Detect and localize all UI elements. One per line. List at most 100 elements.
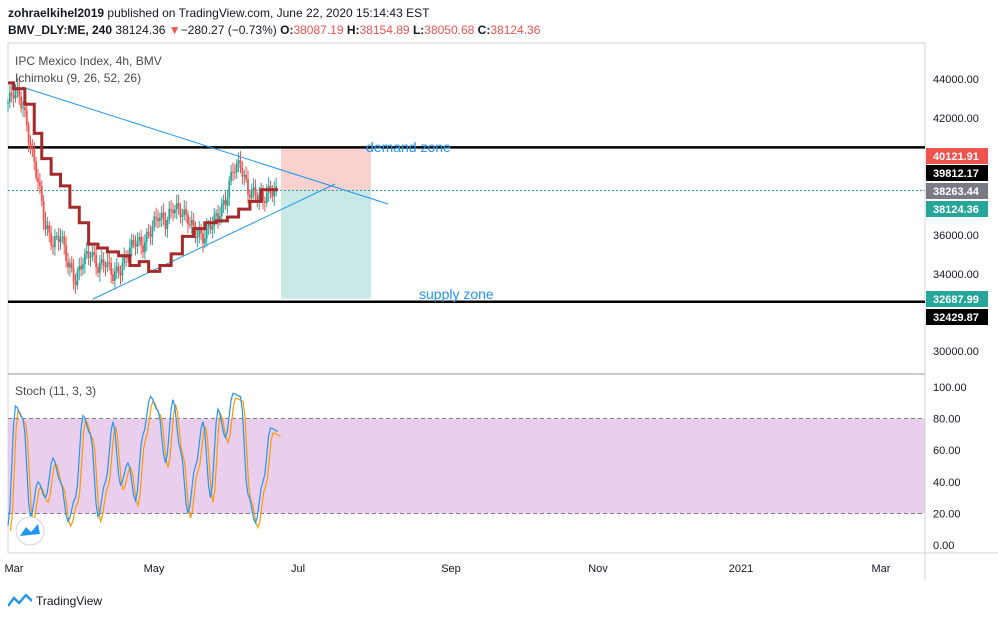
published-text: published on TradingView.com, June 22, 2… <box>107 6 430 20</box>
stoch-legend[interactable]: Stoch (11, 3, 3) <box>15 384 96 398</box>
candle-body <box>83 253 86 265</box>
candle-body <box>27 125 30 143</box>
time-axis[interactable]: Mar May Jul Sep Nov 2021 Mar <box>5 563 891 575</box>
candle-body <box>258 194 261 201</box>
author-name[interactable]: zohraelkihel2019 <box>8 6 105 20</box>
price-tick-label: 42000.00 <box>933 113 979 125</box>
candle-body <box>20 96 23 108</box>
candle-body <box>265 192 268 203</box>
candle-body <box>25 110 28 126</box>
candle-body <box>271 191 274 197</box>
candle-body <box>175 203 178 210</box>
candle-body <box>97 267 99 273</box>
candle-body <box>172 209 174 214</box>
candle-body <box>254 187 257 197</box>
candle-body <box>35 161 38 178</box>
candle-body <box>275 186 278 191</box>
candle-body <box>181 215 184 217</box>
candle-body <box>38 182 41 186</box>
candle-body <box>46 225 49 230</box>
price-tick-label: 36000.00 <box>933 230 979 242</box>
candle-body <box>220 203 223 216</box>
candle-body <box>128 247 131 258</box>
candle-body <box>42 201 45 221</box>
candle-body <box>207 224 210 227</box>
lower-trendline[interactable] <box>92 183 336 300</box>
candle-body <box>187 214 189 225</box>
candle-body <box>228 180 231 198</box>
candle-body <box>232 171 234 173</box>
candle-body <box>22 107 24 109</box>
price-tick-label: 34000.00 <box>933 269 979 281</box>
candle-body <box>29 142 32 149</box>
stoch-tick-label: 100.00 <box>933 382 967 394</box>
candle-body <box>250 190 253 198</box>
candle-body <box>142 245 144 253</box>
candle-body <box>82 264 84 270</box>
candle-body <box>140 236 143 246</box>
candle-body <box>85 251 88 254</box>
candle-body <box>157 218 159 222</box>
time-tick-label: Mar <box>872 563 891 575</box>
candle-body <box>37 177 39 183</box>
main-price-axis[interactable]: 44000.00 42000.00 36000.00 34000.00 30000.00 <box>933 74 979 358</box>
tradingview-brand[interactable]: TradingView <box>8 591 102 611</box>
candle-body <box>80 265 83 270</box>
time-tick-label: Mar <box>5 563 24 575</box>
price-tag <box>926 148 988 164</box>
candle-body <box>57 236 60 243</box>
candle-body <box>115 266 118 272</box>
candle-body <box>76 271 79 286</box>
publish-info: zohraelkihel2019 published on TradingVie… <box>8 6 429 20</box>
high-label: H: <box>346 23 360 37</box>
candle-body <box>179 208 182 217</box>
time-tick-label: May <box>144 563 165 575</box>
candle-body <box>31 148 34 150</box>
price-tag-label: 38263.44 <box>933 186 980 198</box>
candle-body <box>7 102 9 104</box>
price-tag-label: 40121.91 <box>933 151 979 163</box>
price-tick-label: 44000.00 <box>933 74 979 86</box>
demand-zone-box[interactable] <box>281 148 371 191</box>
stoch-tick-label: 0.00 <box>933 540 954 552</box>
stoch-tick-label: 80.00 <box>933 414 961 426</box>
candle-body <box>237 160 240 163</box>
candle-body <box>108 262 111 264</box>
candle-body <box>209 224 212 230</box>
candle-body <box>33 149 36 162</box>
candle-body <box>119 272 122 276</box>
candle-body <box>23 107 26 111</box>
candle-body <box>117 266 120 273</box>
price-tags: 40121.91 39812.17 38263.44 38124.36 32687.99… <box>926 148 988 325</box>
candle-body <box>153 216 156 227</box>
price-tick-label: 30000.00 <box>933 346 979 358</box>
close-value: 38124.36 <box>490 23 541 37</box>
candle-body <box>158 217 161 222</box>
candle-body <box>53 236 56 248</box>
candle-body <box>102 259 105 267</box>
brand-name: TradingView <box>36 594 103 608</box>
candle-body <box>48 225 51 233</box>
candle-body <box>14 89 17 99</box>
price-tag-label: 38124.36 <box>933 204 979 216</box>
candle-body <box>160 212 163 218</box>
stoch-axis[interactable]: 100.00 80.00 60.00 40.00 20.00 0.00 <box>933 382 967 552</box>
candle-body <box>132 239 135 245</box>
candle-body <box>40 185 43 202</box>
open-value: 38087.19 <box>293 23 344 37</box>
stoch-tick-label: 40.00 <box>933 477 961 489</box>
high-value: 38154.89 <box>359 23 410 37</box>
candle-body <box>112 274 114 281</box>
supply-zone-box[interactable] <box>281 190 371 299</box>
candle-body <box>194 226 197 238</box>
ichimoku-baseline <box>8 81 278 273</box>
upper-trendline[interactable] <box>21 86 389 205</box>
tradingview-badge-icon[interactable] <box>15 516 45 546</box>
candle-body <box>215 213 218 216</box>
demand-zone-label: demand zone <box>366 139 451 155</box>
stoch-tick-label: 60.00 <box>933 445 961 457</box>
candle-body <box>218 215 221 220</box>
candle-body <box>256 196 259 201</box>
ichimoku-legend[interactable]: Ichimoku (9, 26, 52, 26) <box>15 71 141 85</box>
